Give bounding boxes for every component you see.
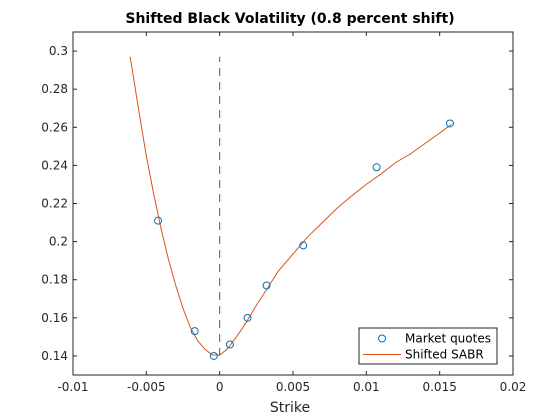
legend-label-shifted-sabr: Shifted SABR bbox=[405, 348, 484, 362]
x-tick-label: -0.01 bbox=[57, 380, 88, 394]
y-tick-label: 0.14 bbox=[41, 349, 68, 363]
market-quote-point bbox=[190, 327, 199, 336]
y-axis-ticks: 0.14 0.16 0.18 0.2 0.22 0.24 0.26 0.28 0.3 bbox=[41, 44, 513, 363]
x-tick-label: 0.01 bbox=[353, 380, 380, 394]
market-quote-point bbox=[262, 281, 271, 290]
shifted-sabr-line bbox=[129, 56, 452, 356]
market-quote-point bbox=[299, 241, 308, 250]
market-quote-point bbox=[243, 313, 252, 322]
y-tick-label: 0.26 bbox=[41, 120, 68, 134]
legend-label-market-quotes: Market quotes bbox=[405, 332, 491, 346]
market-quote-point bbox=[445, 119, 454, 128]
market-quote-point bbox=[225, 340, 234, 349]
x-tick-label: 0.005 bbox=[276, 380, 310, 394]
plot-area bbox=[73, 32, 513, 375]
y-tick-label: 0.22 bbox=[41, 197, 68, 211]
x-axis-label: Strike bbox=[270, 400, 310, 416]
market-quote-point bbox=[372, 163, 381, 172]
y-tick-label: 0.28 bbox=[41, 82, 68, 96]
market-quote-point bbox=[154, 216, 163, 225]
plot-frame bbox=[72, 31, 514, 376]
x-tick-label: 0 bbox=[216, 380, 224, 394]
chart-title: Shifted Black Volatility (0.8 percent sh… bbox=[125, 11, 454, 27]
y-tick-label: 0.24 bbox=[41, 158, 68, 172]
market-quotes-layer bbox=[154, 119, 454, 360]
x-tick-label: -0.005 bbox=[127, 380, 166, 394]
x-axis-ticks: -0.01 -0.005 0 0.005 0.01 0.015 0.02 bbox=[57, 32, 526, 394]
legend-marker-market-quotes bbox=[378, 334, 386, 343]
sabr-line-layer bbox=[129, 56, 452, 356]
legend-box bbox=[358, 327, 498, 365]
y-tick-label: 0.18 bbox=[41, 273, 68, 287]
y-tick-label: 0.16 bbox=[41, 311, 68, 325]
y-tick-label: 0.2 bbox=[49, 235, 68, 249]
legend: Market quotes Shifted SABR bbox=[358, 327, 498, 365]
x-tick-label: 0.015 bbox=[422, 380, 456, 394]
market-quote-point bbox=[209, 351, 218, 360]
y-tick-label: 0.3 bbox=[49, 44, 68, 58]
x-tick-label: 0.02 bbox=[500, 380, 527, 394]
